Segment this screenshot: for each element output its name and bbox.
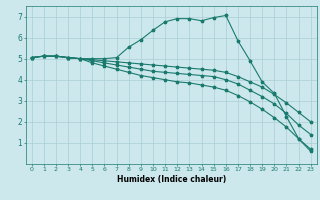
X-axis label: Humidex (Indice chaleur): Humidex (Indice chaleur) — [116, 175, 226, 184]
